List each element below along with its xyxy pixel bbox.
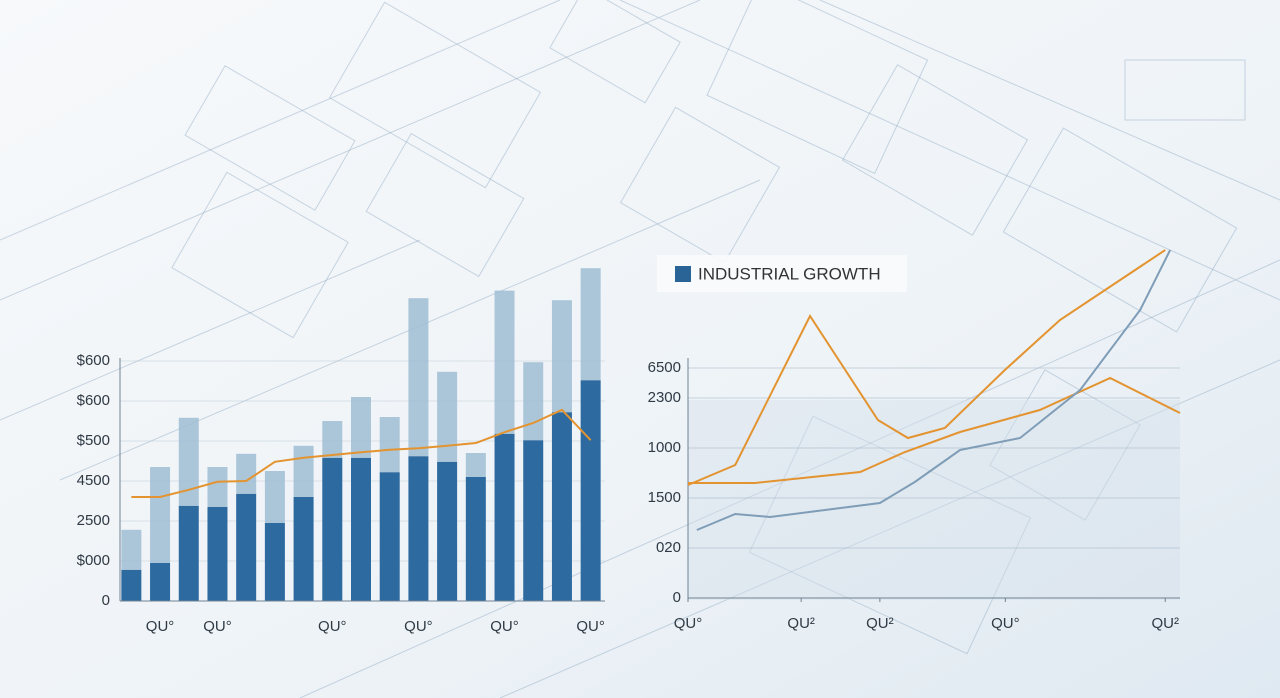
legend-swatch [675,266,691,282]
trend-line [131,408,592,498]
bar-segment [293,497,314,601]
y-tick-label: $600 [77,392,110,409]
bar-segment [293,445,314,497]
y-tick-label: 2500 [77,512,110,529]
bar-segment [408,298,429,457]
x-tick-label: QU² [866,615,894,632]
bar-segment [465,477,486,601]
bar-segment [580,268,601,381]
x-tick-label: QU° [576,618,605,635]
bar-segment [379,417,400,473]
series-line [688,376,1181,484]
bar-segment [121,569,142,601]
bar-segment [379,472,400,601]
bar-segment [322,457,343,601]
bar-segment [236,493,257,601]
bar-segment [150,467,171,563]
bar-segment [150,563,171,601]
bar-segment [264,523,285,601]
bar-segment [322,421,343,458]
bar-segment [437,461,458,601]
y-tick-label: 2300 [648,389,681,406]
x-tick-label: QU² [1151,615,1179,632]
bar-segment [121,529,142,570]
series-line [696,249,1172,531]
bar-segment [437,371,458,462]
bar-segment [494,290,515,434]
bar-segment [236,453,257,494]
plot-panel [688,400,1180,600]
bar-segment [465,453,486,477]
bar-segment [178,505,199,601]
x-tick-label: QU° [404,618,433,635]
bar-segment [408,456,429,601]
bar-segment [523,362,544,441]
x-tick-label: QU° [146,618,175,635]
y-tick-label: $000 [77,552,110,569]
bar-segment [494,433,515,601]
bar-segment [523,440,544,601]
legend-label: INDUSTRIAL GROWTH [698,264,881,283]
series-line [687,249,1166,486]
x-tick-label: QU° [318,618,347,635]
y-tick-label: 1500 [648,489,681,506]
bar-segment [264,471,285,523]
x-tick-label: QU° [674,615,703,632]
bar-segment [207,507,228,601]
bar-segment [351,457,371,601]
y-tick-label: $600 [77,352,110,369]
bar-segment [351,397,371,458]
y-tick-label: $500 [77,432,110,449]
x-tick-label: QU² [787,615,815,632]
x-tick-label: QU° [490,618,519,635]
x-tick-label: QU° [991,615,1020,632]
y-tick-label: 1000 [648,439,681,456]
y-tick-label: 6500 [648,359,681,376]
bar-segment [178,417,199,506]
y-tick-label: 0 [673,589,681,606]
bar-segment [551,412,572,601]
y-tick-label: 0 [102,592,110,609]
x-tick-label: QU° [203,618,232,635]
bar-segment [207,467,228,507]
y-tick-label: 020 [656,539,681,556]
bar-segment [551,300,572,413]
y-tick-label: 4500 [77,472,110,489]
bar-segment [580,380,601,601]
legend-box [657,255,907,292]
